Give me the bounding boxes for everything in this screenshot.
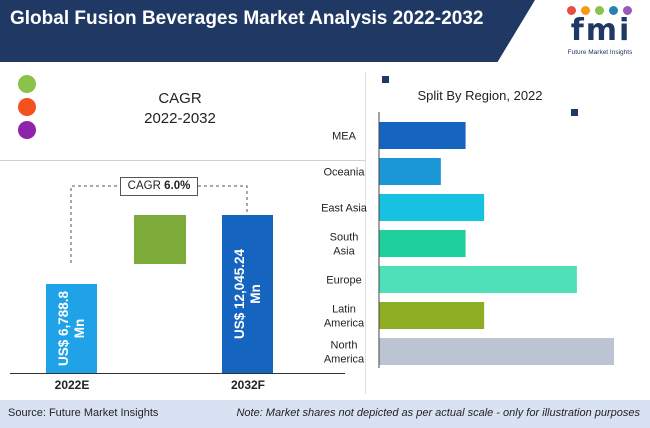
cagr-connector [70, 185, 248, 263]
cagr-badge: CAGR 6.0% [120, 177, 198, 196]
region-bar-mea [379, 122, 466, 149]
footer-note: Note: Market shares not depicted as per … [236, 407, 640, 419]
region-label-oceania: Oceania [324, 167, 366, 179]
legend-dot-purple [18, 121, 36, 139]
logo-dot [567, 6, 576, 15]
year-label-2022: 2022E [54, 378, 90, 392]
region-label-north-america: North America [324, 340, 365, 366]
cagr-title-line2: 2022-2032 [144, 110, 216, 127]
region-bar-oceania [379, 158, 441, 185]
region-bar-europe [379, 266, 577, 293]
year-label-2032: 2032F [230, 378, 266, 392]
logo-dot [623, 6, 632, 15]
logo-dot [609, 6, 618, 15]
decor-square [571, 109, 578, 116]
fmi-logo: fmi Future Market Insights [553, 4, 647, 60]
bar-2032-value-label: US$ 12,045.24 Mn [231, 248, 263, 340]
connector-left [70, 185, 120, 263]
region-label-mea: MEA [332, 131, 357, 143]
page-title: Global Fusion Beverages Market Analysis … [10, 8, 484, 29]
connector-right [198, 185, 248, 215]
bar-2022: US$ 6,788.8 Mn [46, 283, 97, 373]
region-label-east-asia: East Asia [321, 203, 368, 215]
header-band [0, 0, 535, 62]
region-bar-east-asia [379, 194, 485, 221]
header: Global Fusion Beverages Market Analysis … [0, 0, 650, 62]
region-label-south-asia: South Asia [330, 232, 359, 258]
logo-dot [595, 6, 604, 15]
region-bar-north-america [379, 338, 614, 365]
footer-source: Source: Future Market Insights [8, 407, 159, 419]
region-chart-title: Split By Region, 2022 [417, 88, 543, 103]
left-chart-baseline [10, 373, 345, 374]
divider-vertical [365, 72, 366, 394]
region-label-latin-america: Latin America [324, 304, 365, 330]
logo-dot [581, 6, 590, 15]
region-bar-chart: MEA Oceania East Asia South Asia Europe Latin A… [321, 112, 614, 368]
cagr-title-line1: CAGR [158, 90, 202, 107]
cagr-panel-title: CAGR 2022-2032 [110, 89, 250, 129]
logo-dots [563, 6, 643, 18]
region-bar-latin-america [379, 302, 485, 329]
divider-horizontal [0, 160, 365, 161]
legend-dot-orange [18, 98, 36, 116]
bar-2022-value-label: US$ 6,788.8 Mn [55, 290, 87, 366]
decor-square [382, 76, 389, 83]
cagr-badge-label: CAGR [127, 180, 161, 192]
cagr-badge-value: 6.0% [164, 180, 191, 192]
bar-growth [134, 215, 186, 264]
footer: Source: Future Market Insights Note: Mar… [0, 400, 650, 428]
region-label-europe: Europe [326, 275, 361, 287]
logo-text: fmi [570, 13, 632, 48]
legend-dot-green [18, 75, 36, 93]
bar-2032: US$ 12,045.24 Mn [222, 215, 273, 373]
logo-subtitle: Future Market Insights [567, 49, 633, 56]
region-bar-south-asia [379, 230, 466, 257]
